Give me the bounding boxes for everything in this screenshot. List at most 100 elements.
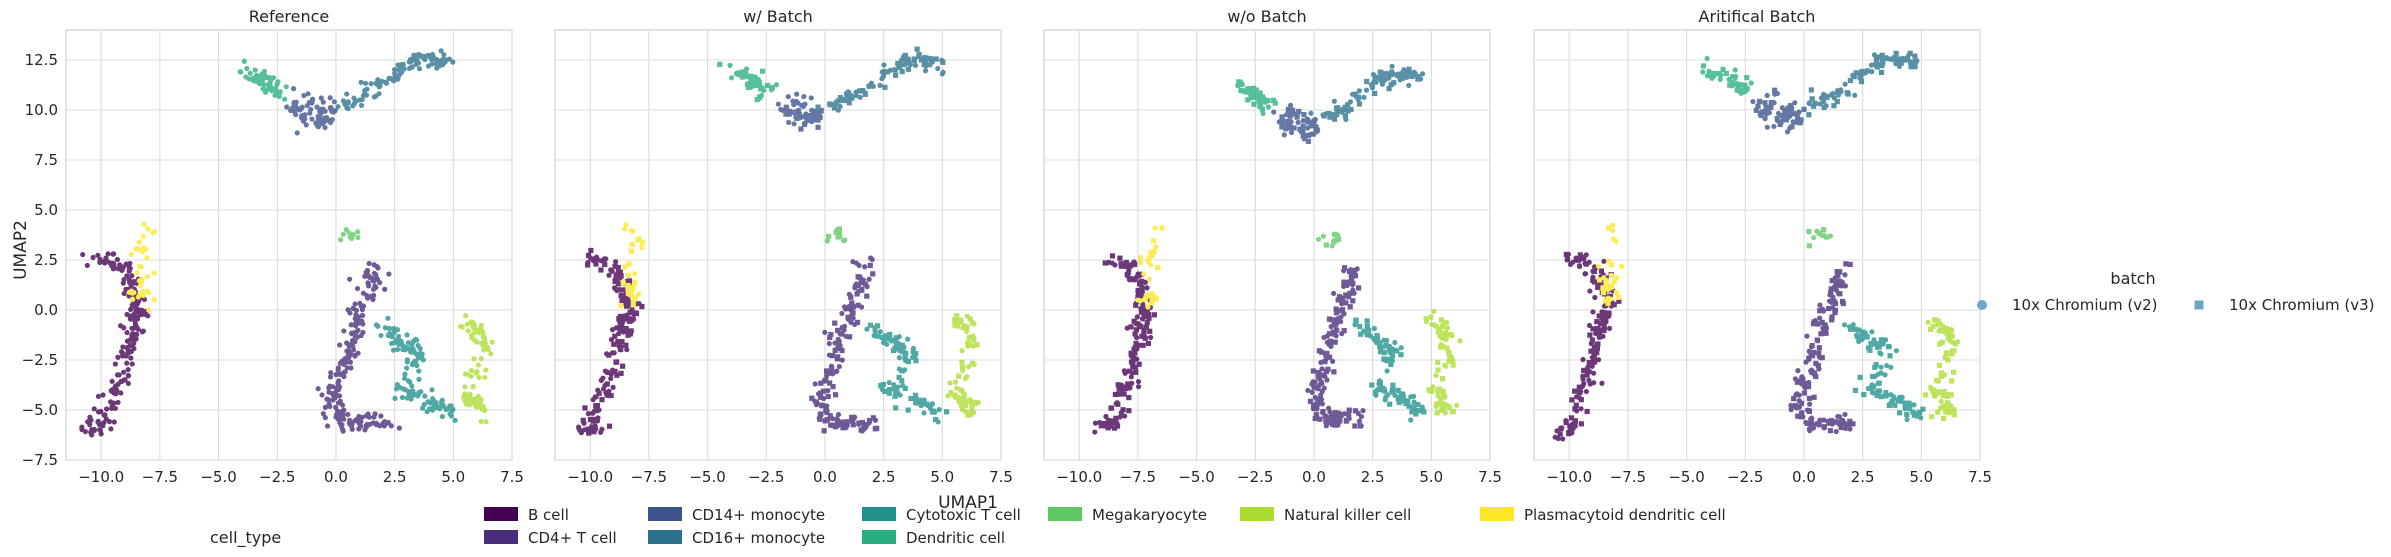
point-v2	[247, 70, 253, 76]
x-tick-label: 0.0	[1792, 468, 1816, 486]
point-v3	[1336, 236, 1342, 242]
point-v2	[422, 393, 428, 399]
point-v2	[599, 426, 605, 432]
point-v2	[1559, 425, 1565, 431]
point-v3	[961, 393, 967, 399]
point-v3	[1389, 389, 1395, 395]
point-v2	[1135, 384, 1142, 390]
point-v3	[1837, 421, 1843, 427]
point-v3	[1343, 418, 1349, 424]
celltype-swatch	[484, 530, 518, 544]
point-v2	[342, 101, 348, 107]
point-v2	[414, 362, 420, 369]
point-v3	[822, 418, 828, 424]
point-v3	[1352, 423, 1358, 429]
point-v2	[605, 369, 611, 375]
point-v2	[971, 335, 977, 341]
point-v3	[1601, 327, 1607, 334]
point-v2	[590, 258, 597, 264]
point-v3	[751, 83, 757, 89]
point-v2	[112, 383, 119, 389]
point-v3	[966, 335, 973, 341]
point-v2	[478, 355, 484, 362]
point-v2	[606, 272, 612, 278]
point-v3	[1827, 428, 1833, 434]
point-v2	[346, 343, 352, 349]
point-v2	[1404, 74, 1410, 80]
point-v2	[140, 292, 146, 299]
point-v2	[824, 238, 830, 244]
point-v3	[1128, 276, 1134, 282]
point-v3	[1878, 69, 1885, 76]
point-v2	[1793, 392, 1799, 398]
point-v3	[911, 56, 917, 62]
point-v2	[1339, 331, 1345, 337]
point-v3	[1372, 336, 1379, 342]
point-v3	[1567, 423, 1573, 429]
point-v2	[133, 336, 139, 342]
point-v2	[473, 400, 479, 407]
point-v2	[881, 335, 887, 341]
point-v3	[1310, 402, 1317, 409]
point-v2	[143, 246, 149, 252]
point-v3	[602, 261, 608, 268]
point-v2	[800, 114, 806, 120]
scatter-points	[575, 46, 981, 436]
point-v2	[80, 251, 86, 258]
point-v3	[1928, 414, 1935, 420]
point-v3	[1369, 83, 1376, 89]
point-v2	[1358, 413, 1365, 420]
point-v2	[129, 273, 135, 279]
point-v2	[314, 104, 320, 110]
point-v2	[241, 58, 247, 64]
celltype-legend-item: CD14+ monocyte	[648, 506, 825, 524]
point-v2	[336, 386, 342, 393]
point-v3	[1932, 393, 1938, 399]
point-v2	[1305, 387, 1311, 394]
point-v2	[1308, 110, 1314, 116]
point-v3	[611, 341, 617, 347]
point-v3	[1811, 394, 1817, 400]
point-v2	[1838, 87, 1844, 93]
point-v3	[1928, 326, 1934, 333]
point-v2	[1583, 252, 1589, 258]
point-v2	[125, 346, 131, 352]
point-v3	[1159, 225, 1165, 231]
point-v2	[632, 282, 638, 288]
point-v3	[1902, 400, 1908, 406]
point-v3	[1821, 424, 1827, 430]
x-tick-label: −7.5	[1610, 468, 1646, 486]
point-v3	[1915, 413, 1921, 419]
point-v3	[618, 370, 624, 376]
point-v2	[596, 407, 602, 413]
point-v3	[894, 390, 900, 396]
point-v3	[1450, 362, 1456, 368]
point-v2	[370, 286, 377, 292]
point-v3	[817, 390, 824, 396]
point-v2	[1803, 359, 1809, 365]
point-v2	[1850, 72, 1856, 79]
point-v2	[1610, 227, 1616, 234]
point-v2	[383, 80, 390, 86]
point-v3	[1149, 300, 1155, 306]
point-v2	[386, 325, 392, 332]
point-v3	[882, 84, 888, 90]
point-v2	[441, 56, 447, 62]
point-v2	[420, 357, 426, 363]
point-v2	[375, 323, 381, 329]
point-v3	[1098, 423, 1104, 429]
point-v3	[1887, 353, 1893, 359]
point-v3	[834, 418, 841, 424]
point-v2	[386, 271, 392, 277]
point-v2	[146, 307, 152, 313]
point-v3	[1825, 305, 1832, 312]
point-v2	[1941, 403, 1948, 409]
point-v3	[1577, 389, 1583, 396]
point-v3	[1740, 88, 1746, 94]
point-v3	[1138, 309, 1145, 315]
point-v2	[399, 394, 406, 401]
point-v3	[1438, 398, 1444, 404]
point-v2	[404, 332, 410, 338]
point-v3	[1346, 411, 1352, 418]
point-v3	[1400, 391, 1406, 397]
